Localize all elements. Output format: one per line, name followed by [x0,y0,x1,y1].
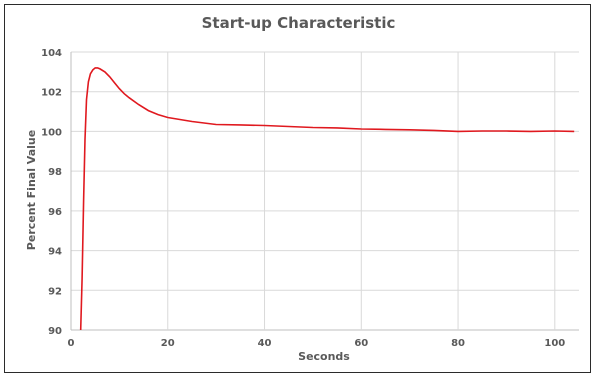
x-tick-label: 40 [258,338,272,349]
x-tick-label: 60 [354,338,368,349]
chart-frame [4,4,591,373]
y-tick-label: 104 [41,48,62,59]
chart-title: Start-up Characteristic [201,14,396,32]
x-tick-label: 100 [544,338,565,349]
y-axis-label: Percent Final Value [25,130,38,250]
x-tick-label: 20 [161,338,175,349]
y-tick-label: 90 [48,326,62,337]
y-tick-label: 100 [41,127,62,138]
x-tick-label: 80 [451,338,465,349]
y-tick-label: 98 [48,167,62,178]
series-line [79,67,575,331]
x-axis-label: Seconds [298,350,350,363]
tick-labels: 90 92 94 96 98 100 102 104 0 20 40 60 80 100 [41,48,565,349]
y-tick-label: 94 [48,247,62,258]
y-tick-label: 96 [48,207,62,218]
x-tick-label: 0 [68,338,75,349]
y-tick-label: 102 [41,88,62,99]
y-tick-label: 92 [48,286,62,297]
gridlines [70,51,579,331]
